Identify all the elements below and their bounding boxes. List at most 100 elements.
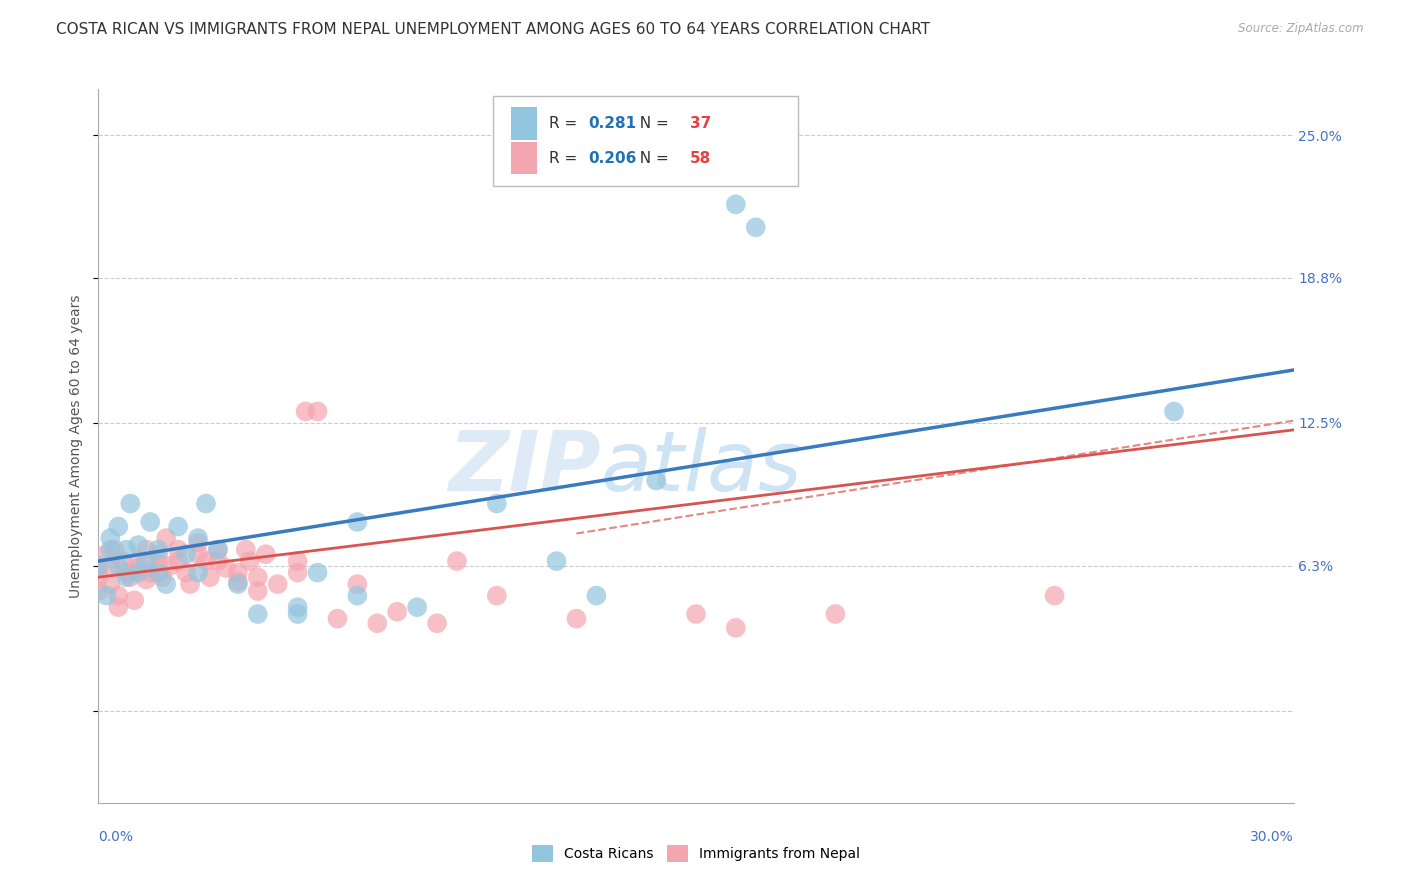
Point xyxy=(135,554,157,568)
Text: 0.206: 0.206 xyxy=(589,151,637,166)
Point xyxy=(127,566,149,580)
Point xyxy=(294,404,316,418)
Point xyxy=(406,600,429,615)
Text: N =: N = xyxy=(630,116,673,131)
Point xyxy=(174,566,197,580)
FancyBboxPatch shape xyxy=(510,143,537,175)
Point xyxy=(187,531,209,545)
Point xyxy=(226,566,249,580)
Point xyxy=(246,607,269,621)
Point xyxy=(167,554,190,568)
Point xyxy=(645,474,668,488)
Point xyxy=(167,542,190,557)
Point xyxy=(148,566,170,580)
Point xyxy=(346,589,368,603)
Point xyxy=(87,570,110,584)
Point xyxy=(546,554,568,568)
Text: atlas: atlas xyxy=(600,427,801,508)
Point xyxy=(195,554,218,568)
Point xyxy=(139,566,162,580)
Text: 0.0%: 0.0% xyxy=(98,830,134,845)
Point xyxy=(139,515,162,529)
Text: 58: 58 xyxy=(690,151,711,166)
Point xyxy=(100,542,122,557)
Point xyxy=(195,497,218,511)
Text: 0.281: 0.281 xyxy=(589,116,637,131)
Point xyxy=(127,554,149,568)
Point xyxy=(307,566,329,580)
Point xyxy=(107,600,129,615)
Point xyxy=(100,577,122,591)
Point xyxy=(179,577,201,591)
Point xyxy=(235,542,257,557)
Point xyxy=(174,547,197,561)
Point xyxy=(485,497,508,511)
FancyBboxPatch shape xyxy=(494,96,797,186)
Text: R =: R = xyxy=(548,116,582,131)
Point xyxy=(585,589,607,603)
Point xyxy=(87,561,110,575)
Point xyxy=(87,558,110,573)
Point xyxy=(254,547,277,561)
Point xyxy=(167,519,190,533)
Point xyxy=(96,589,118,603)
Point xyxy=(155,577,177,591)
Point xyxy=(226,574,249,589)
Point xyxy=(87,584,110,599)
Point xyxy=(226,577,249,591)
Y-axis label: Unemployment Among Ages 60 to 64 years: Unemployment Among Ages 60 to 64 years xyxy=(69,294,83,598)
Text: R =: R = xyxy=(548,151,582,166)
Point xyxy=(148,542,170,557)
Point xyxy=(287,607,309,621)
Point xyxy=(239,554,262,568)
Point xyxy=(115,570,138,584)
Point xyxy=(124,593,146,607)
Point xyxy=(187,566,209,580)
Point xyxy=(115,542,138,557)
Point xyxy=(246,584,269,599)
Point xyxy=(287,600,309,615)
Point xyxy=(120,497,142,511)
Text: N =: N = xyxy=(630,151,673,166)
Point xyxy=(307,404,329,418)
Point xyxy=(148,547,170,561)
Point xyxy=(107,589,129,603)
Point xyxy=(103,542,125,557)
Point xyxy=(187,535,209,549)
Text: Source: ZipAtlas.com: Source: ZipAtlas.com xyxy=(1239,22,1364,36)
FancyBboxPatch shape xyxy=(510,107,537,139)
Point xyxy=(96,547,118,561)
Point xyxy=(120,570,142,584)
Point xyxy=(198,570,221,584)
Point xyxy=(135,542,157,557)
Point xyxy=(207,542,229,557)
Point xyxy=(135,573,157,587)
Point xyxy=(187,547,209,561)
Point xyxy=(148,557,170,571)
Point xyxy=(346,515,368,529)
Point xyxy=(1163,404,1185,418)
Point xyxy=(107,519,129,533)
Point xyxy=(155,531,177,545)
Point xyxy=(366,616,388,631)
Point xyxy=(287,554,309,568)
Point xyxy=(111,554,134,568)
Text: COSTA RICAN VS IMMIGRANTS FROM NEPAL UNEMPLOYMENT AMONG AGES 60 TO 64 YEARS CORR: COSTA RICAN VS IMMIGRANTS FROM NEPAL UNE… xyxy=(56,22,931,37)
Point xyxy=(1043,589,1066,603)
Point xyxy=(107,558,129,573)
Point xyxy=(100,558,122,573)
Point xyxy=(287,566,309,580)
Point xyxy=(685,607,707,621)
Point xyxy=(267,577,290,591)
Point xyxy=(207,542,229,557)
Text: 30.0%: 30.0% xyxy=(1250,830,1294,845)
Point xyxy=(246,570,269,584)
Point xyxy=(159,558,181,573)
Point xyxy=(215,561,238,575)
Text: 37: 37 xyxy=(690,116,711,131)
Point xyxy=(446,554,468,568)
Point xyxy=(724,621,747,635)
Point xyxy=(150,570,173,584)
Point xyxy=(485,589,508,603)
Point xyxy=(127,538,149,552)
